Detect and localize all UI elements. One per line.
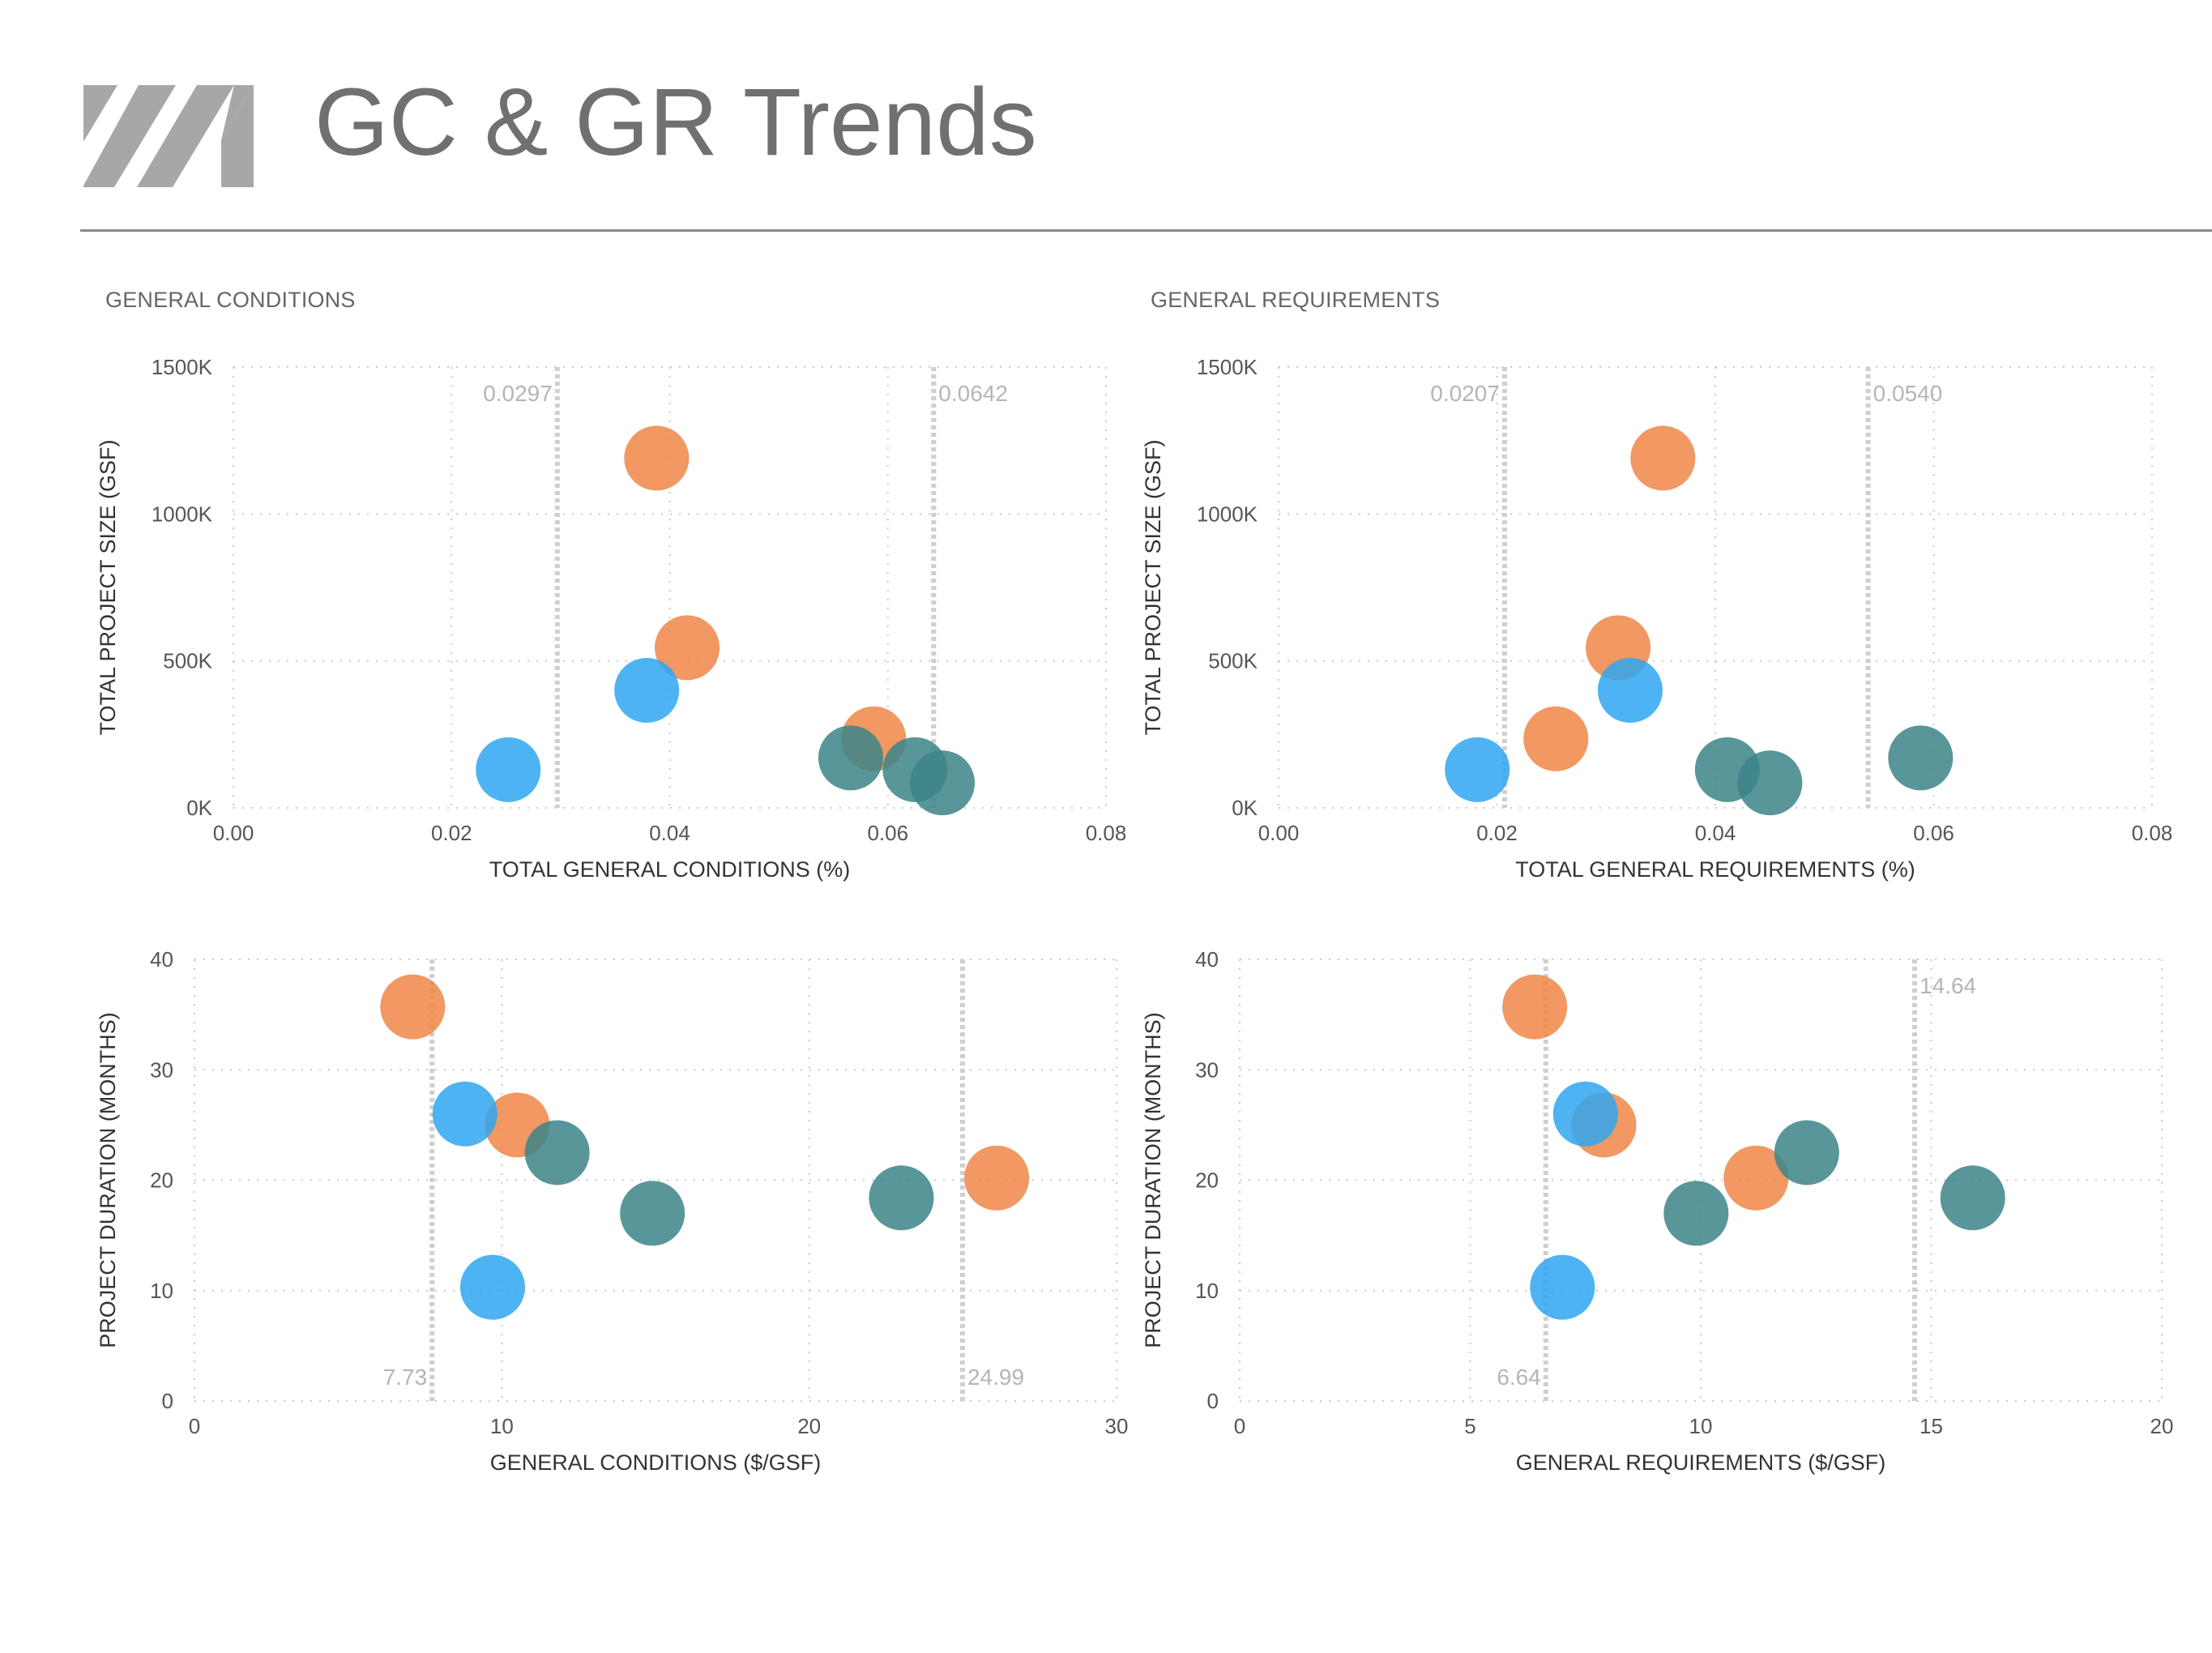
data-point-blue[interactable] (432, 1081, 497, 1147)
y-tick-label: 1000K (152, 502, 213, 526)
x-tick-label: 20 (797, 1414, 821, 1438)
page-title: GC & GR Trends (314, 69, 1037, 176)
reference-line-label: 0.0297 (483, 381, 553, 406)
y-tick-label: 40 (150, 947, 173, 972)
data-point-orange[interactable] (380, 974, 446, 1040)
x-tick-label: 5 (1464, 1414, 1475, 1438)
data-point-orange[interactable] (1630, 425, 1696, 491)
x-tick-label: 0.04 (649, 821, 690, 845)
x-tick-label: 0 (1234, 1414, 1245, 1438)
x-axis-title: GENERAL CONDITIONS ($/GSF) (490, 1450, 822, 1475)
logo-stripe-4 (221, 85, 254, 187)
reference-line-label: 6.64 (1497, 1365, 1541, 1390)
x-axis-title: TOTAL GENERAL REQUIREMENTS (%) (1515, 857, 1915, 882)
x-axis-title: TOTAL GENERAL CONDITIONS (%) (489, 857, 851, 882)
y-axis-title: TOTAL PROJECT SIZE (GSF) (96, 439, 120, 735)
y-tick-label: 1500K (152, 355, 213, 379)
data-point-blue[interactable] (1552, 1081, 1618, 1147)
x-tick-label: 0.08 (2132, 821, 2173, 845)
y-tick-label: 30 (150, 1057, 173, 1082)
data-point-orange[interactable] (1502, 974, 1568, 1040)
x-tick-label: 0 (189, 1414, 200, 1438)
logo-stripe-3 (137, 85, 234, 187)
data-point-orange[interactable] (624, 425, 690, 491)
data-point-blue[interactable] (1597, 657, 1663, 723)
y-tick-label: 0K (186, 796, 212, 820)
reference-line-label: 7.73 (383, 1365, 428, 1390)
y-axis-title: PROJECT DURATION (MONTHS) (1141, 1012, 1165, 1348)
data-point-blue[interactable] (614, 657, 680, 723)
x-tick-label: 0.06 (867, 821, 908, 845)
section-title-general-conditions: GENERAL CONDITIONS (105, 288, 356, 312)
reference-line-label: 0.0540 (1873, 381, 1943, 406)
data-point-teal[interactable] (620, 1181, 685, 1246)
x-tick-label: 20 (2150, 1414, 2174, 1438)
x-tick-label: 0.02 (431, 821, 472, 845)
x-tick-label: 0.02 (1476, 821, 1518, 845)
x-tick-label: 30 (1105, 1414, 1129, 1438)
data-point-teal[interactable] (1888, 725, 1954, 791)
data-point-blue[interactable] (476, 737, 541, 802)
data-point-teal[interactable] (524, 1120, 590, 1185)
x-axis-title: GENERAL REQUIREMENTS ($/GSF) (1516, 1450, 1886, 1475)
x-tick-label: 0.00 (213, 821, 254, 845)
logo-stripe-2 (83, 85, 176, 187)
y-axis-title: TOTAL PROJECT SIZE (GSF) (1141, 439, 1165, 735)
vm-logo (83, 85, 254, 187)
x-tick-label: 0.08 (1086, 821, 1127, 845)
data-point-blue[interactable] (459, 1254, 525, 1320)
x-tick-label: 0.04 (1695, 821, 1736, 845)
data-point-blue[interactable] (1530, 1254, 1595, 1320)
data-point-teal[interactable] (910, 750, 976, 816)
y-axis-title: PROJECT DURATION (MONTHS) (96, 1012, 120, 1348)
section-title-general-requirements: GENERAL REQUIREMENTS (1151, 288, 1441, 312)
data-point-orange[interactable] (1523, 706, 1589, 771)
data-point-teal[interactable] (818, 725, 883, 791)
y-tick-label: 0 (1207, 1389, 1219, 1413)
data-point-teal[interactable] (1774, 1120, 1839, 1185)
x-tick-label: 0.06 (1913, 821, 1954, 845)
y-tick-label: 1500K (1197, 355, 1258, 379)
reference-line-label: 14.64 (1919, 973, 1976, 998)
y-tick-label: 20 (150, 1168, 173, 1193)
y-tick-label: 500K (1208, 649, 1258, 673)
reference-line-label: 24.99 (967, 1365, 1024, 1390)
y-tick-label: 10 (1195, 1279, 1219, 1303)
data-point-teal[interactable] (1940, 1165, 2005, 1231)
y-tick-label: 1000K (1197, 502, 1258, 526)
header-divider (80, 229, 2212, 232)
y-tick-label: 0 (162, 1389, 173, 1413)
data-point-teal[interactable] (1663, 1181, 1729, 1246)
y-tick-label: 0K (1232, 796, 1258, 820)
x-tick-label: 10 (1689, 1414, 1713, 1438)
reference-line-label: 0.0642 (938, 381, 1008, 406)
y-tick-label: 20 (1195, 1168, 1219, 1193)
reference-line-label: 0.0207 (1430, 381, 1500, 406)
data-point-orange[interactable] (655, 615, 720, 681)
data-point-orange[interactable] (1723, 1145, 1789, 1211)
data-point-teal[interactable] (1737, 750, 1803, 816)
y-tick-label: 10 (150, 1279, 173, 1303)
grid (1239, 959, 2163, 1402)
y-tick-label: 30 (1195, 1057, 1219, 1082)
x-tick-label: 10 (490, 1414, 514, 1438)
x-tick-label: 15 (1919, 1414, 1943, 1438)
data-point-orange[interactable] (964, 1145, 1030, 1211)
y-tick-label: 40 (1195, 947, 1219, 972)
grid (1278, 366, 2153, 809)
x-tick-label: 0.00 (1258, 821, 1300, 845)
logo-stripe-1 (83, 85, 117, 142)
data-point-blue[interactable] (1445, 737, 1510, 802)
data-point-teal[interactable] (869, 1165, 934, 1231)
logo-stripe-5 (221, 85, 254, 140)
y-tick-label: 500K (163, 649, 212, 673)
